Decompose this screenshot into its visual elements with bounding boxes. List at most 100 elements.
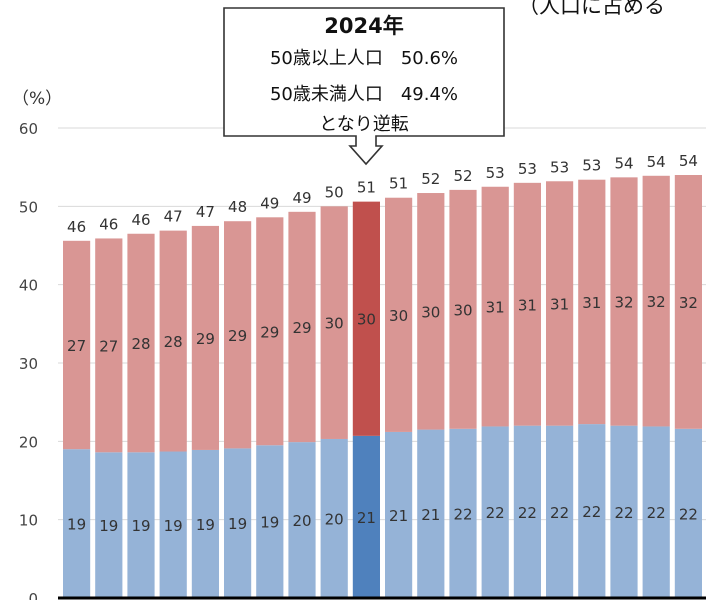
bar-upper-segment <box>256 217 284 446</box>
data-label-total: 48 <box>228 198 247 216</box>
bar-lower-segment <box>610 425 638 598</box>
data-label-total: 51 <box>357 179 376 197</box>
bar-lower-segment <box>513 425 541 598</box>
bar-lower-segment <box>352 435 380 598</box>
data-label-upper: 31 <box>582 294 601 312</box>
bar-upper-segment <box>642 175 670 427</box>
bar-upper-segment <box>95 238 123 453</box>
bar-upper-segment <box>191 225 219 450</box>
data-label-total: 54 <box>679 152 698 170</box>
data-label-upper: 32 <box>647 293 666 311</box>
bar-upper-segment <box>481 186 509 427</box>
data-label-lower: 22 <box>518 504 537 522</box>
bar-lower-segment <box>191 449 219 598</box>
data-label-total: 46 <box>131 211 150 229</box>
y-tick-label: 30 <box>19 355 38 373</box>
data-label-upper: 28 <box>164 333 183 351</box>
bar-upper-segment <box>127 233 155 453</box>
data-label-total: 51 <box>389 175 408 193</box>
bar-upper-segment <box>385 197 413 432</box>
bar-lower-segment <box>449 428 477 598</box>
y-tick-label: 60 <box>19 120 38 138</box>
y-tick-labels: 0 10 20 30 40 50 60 <box>19 120 38 600</box>
data-label-lower: 22 <box>550 504 569 522</box>
top-note: （人口に占める <box>518 0 665 18</box>
data-label-upper: 32 <box>614 294 633 312</box>
gridlines <box>58 127 706 521</box>
data-label-upper: 27 <box>99 337 118 355</box>
data-label-total: 53 <box>518 160 537 178</box>
bar-lower-segment <box>159 451 187 598</box>
bar-lower-segment <box>385 431 413 598</box>
data-label-total: 53 <box>582 157 601 175</box>
y-tick-label: 40 <box>19 277 38 295</box>
data-label-lower: 22 <box>486 504 505 522</box>
bar-lower-segment <box>578 424 606 598</box>
data-label-lower: 21 <box>357 509 376 527</box>
data-label-total: 46 <box>67 218 86 236</box>
bar-upper-segment <box>674 175 702 429</box>
callout-year: 2024年 <box>324 14 404 38</box>
data-label-lower: 19 <box>67 516 86 534</box>
callout-line-under50: 50歳未満人口 49.4% <box>269 84 459 105</box>
data-label-upper: 30 <box>421 303 440 321</box>
bar-upper-segment <box>546 181 574 426</box>
callout-line-reversal: となり逆転 <box>319 114 409 135</box>
data-label-total: 47 <box>164 208 183 226</box>
bar-lower-segment <box>417 429 445 598</box>
data-label-total: 53 <box>486 164 505 182</box>
data-label-lower: 20 <box>325 510 344 528</box>
data-label-upper: 28 <box>131 335 150 353</box>
callout-box <box>223 7 505 166</box>
data-label-lower: 22 <box>582 503 601 521</box>
bar-upper-segment <box>578 179 606 425</box>
data-label-lower: 19 <box>228 515 247 533</box>
callout-line-over50: 50歳以上人口 50.6% <box>269 48 459 69</box>
y-tick-label: 0 <box>28 590 38 600</box>
data-label-lower: 21 <box>389 507 408 525</box>
bar-lower-segment <box>481 426 509 598</box>
data-label-upper: 30 <box>389 307 408 325</box>
data-label-total: 47 <box>196 203 215 221</box>
data-label-lower: 22 <box>614 504 633 522</box>
data-label-lower: 22 <box>647 504 666 522</box>
data-label-upper: 31 <box>550 295 569 313</box>
bar-lower-segment <box>95 452 123 598</box>
bars <box>63 175 702 598</box>
bar-lower-segment <box>127 452 155 598</box>
data-label-upper: 30 <box>357 311 376 329</box>
bar-upper-segment <box>320 206 348 439</box>
y-tick-label: 20 <box>19 433 38 451</box>
data-label-total: 50 <box>325 183 344 201</box>
bar-lower-segment <box>546 425 574 598</box>
data-label-total: 54 <box>614 154 633 172</box>
data-label-upper: 30 <box>325 315 344 333</box>
y-tick-label: 50 <box>19 198 38 216</box>
data-label-total: 52 <box>453 167 472 185</box>
data-label-upper: 31 <box>486 299 505 317</box>
bar-upper-segment <box>63 240 91 450</box>
data-label-total: 49 <box>260 194 279 212</box>
data-label-lower: 19 <box>99 517 118 535</box>
bar-lower-segment <box>642 426 670 598</box>
bar-upper-segment <box>513 182 541 426</box>
bar-lower-segment <box>288 442 316 598</box>
bar-upper-segment <box>610 177 638 426</box>
bar-lower-segment <box>256 445 284 598</box>
data-label-lower: 19 <box>164 517 183 535</box>
bar-lower-segment <box>674 428 702 598</box>
bar-upper-segment <box>417 193 445 430</box>
bar-lower-segment <box>63 449 91 598</box>
data-label-total: 53 <box>550 158 569 176</box>
data-label-upper: 30 <box>453 301 472 319</box>
bar-lower-segment <box>224 448 252 598</box>
bar-upper-segment <box>352 201 380 436</box>
data-label-lower: 19 <box>196 516 215 534</box>
y-tick-label: 10 <box>19 512 38 530</box>
bar-upper-segment <box>288 211 316 443</box>
data-label-upper: 32 <box>679 294 698 312</box>
data-label-total: 49 <box>292 189 311 207</box>
data-label-upper: 27 <box>67 337 86 355</box>
data-label-upper: 29 <box>196 330 215 348</box>
